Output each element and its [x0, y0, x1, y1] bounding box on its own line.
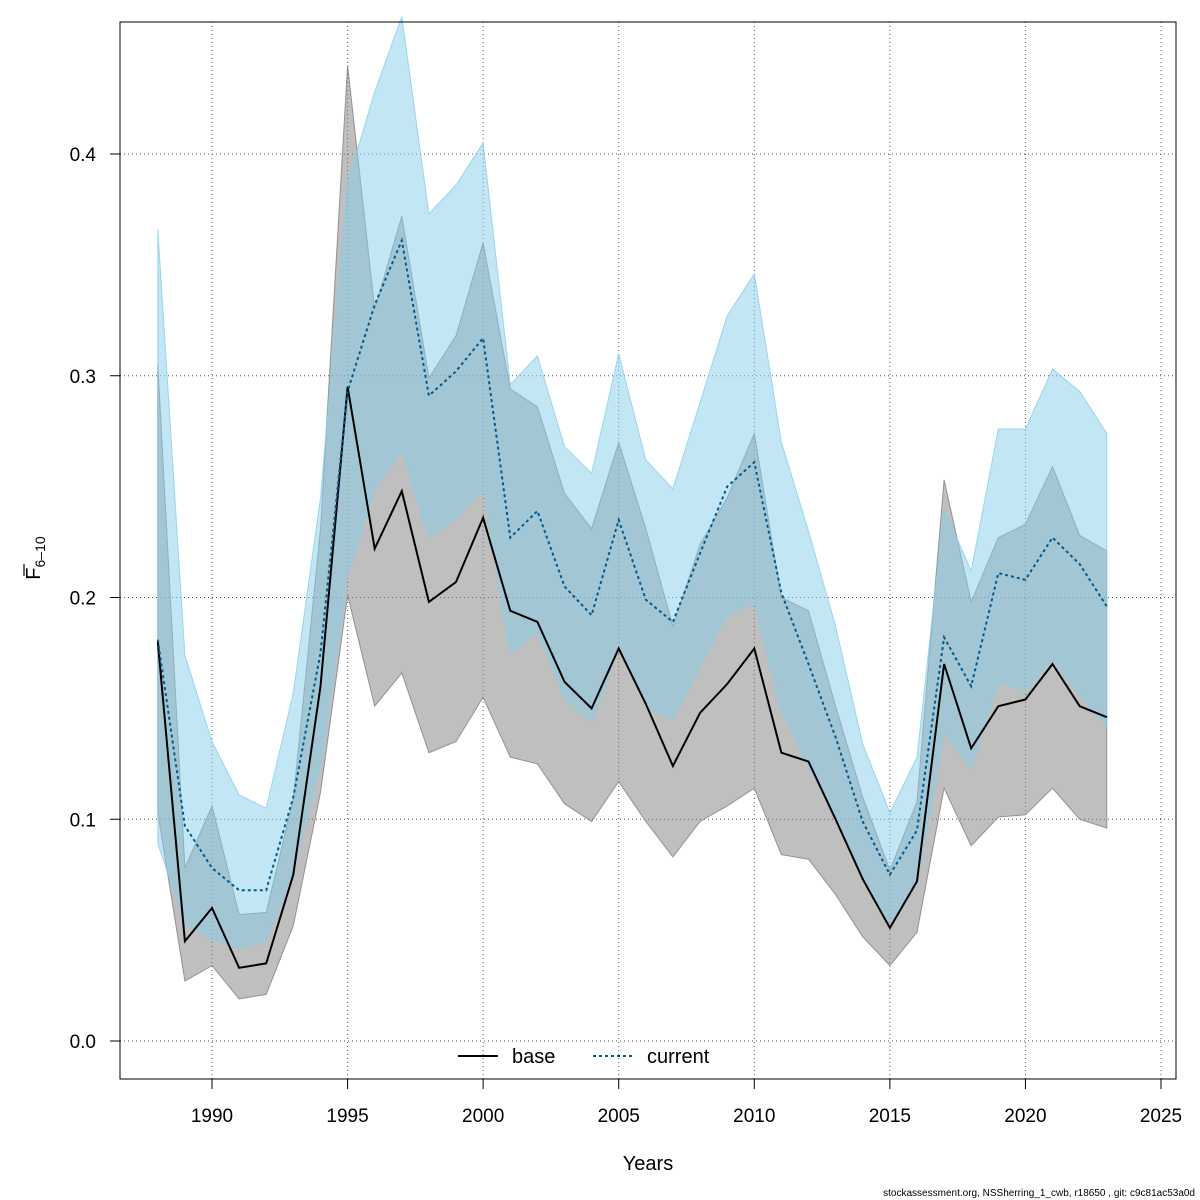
x-tick-label: 2005	[598, 1106, 640, 1127]
legend-label-current: current	[647, 1046, 710, 1068]
x-axis: 1990 1995 2000 2005 2010 2015 2020 2025	[191, 1078, 1182, 1127]
x-tick-label: 2015	[869, 1106, 911, 1127]
x-tick-label: 1995	[326, 1106, 368, 1127]
x-axis-title: Years	[623, 1153, 673, 1175]
y-axis-title-main: F	[23, 567, 45, 579]
series-lines	[156, 236, 1108, 969]
confidence-bands	[157, 16, 1108, 1000]
x-tick-label: 2025	[1140, 1106, 1182, 1127]
footer-caption: stockassessment.org, NSSherring_1_cwb, r…	[883, 1188, 1195, 1199]
line-current	[156, 236, 1108, 892]
y-tick-label: 0.2	[70, 589, 96, 610]
y-tick-label: 0.4	[70, 145, 97, 166]
y-axis-title-sub: 6–10	[32, 536, 48, 567]
line-base	[156, 386, 1108, 969]
band-current	[157, 16, 1108, 949]
svg-text:F6–10: F6–10	[23, 536, 48, 580]
legend-label-base: base	[512, 1046, 555, 1068]
x-tick-label: 2000	[462, 1106, 504, 1127]
x-tick-label: 2010	[733, 1106, 775, 1127]
x-tick-label: 1990	[191, 1106, 233, 1127]
y-tick-label: 0.3	[70, 367, 96, 388]
y-tick-label: 0.0	[70, 1032, 96, 1053]
legend: base current	[458, 1046, 710, 1068]
y-axis-title: F6–10	[23, 536, 48, 580]
y-tick-label: 0.1	[70, 810, 96, 831]
x-tick-label: 2020	[1004, 1106, 1046, 1127]
y-axis: 0.0 0.1 0.2 0.3 0.4	[70, 145, 121, 1053]
